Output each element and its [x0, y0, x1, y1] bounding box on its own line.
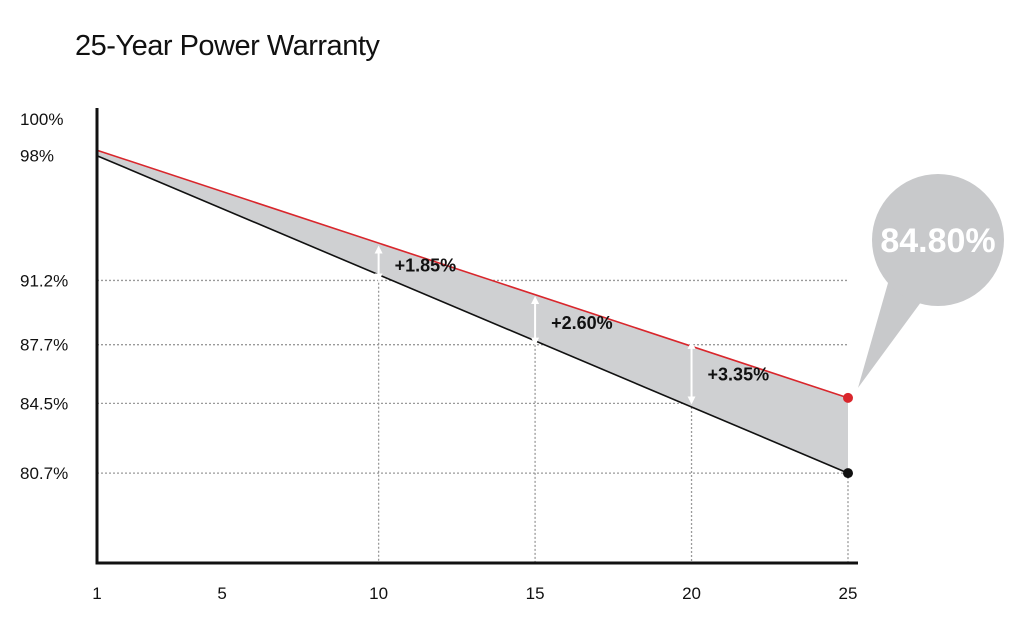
gain-annotations: +1.85% +2.60% +3.35%	[374, 245, 770, 405]
gain-label: +3.35%	[708, 365, 770, 385]
warranty-gain-area	[97, 150, 848, 474]
gain-area	[97, 150, 848, 474]
y-tick-label: 91.2%	[20, 271, 68, 290]
lower-end-point	[843, 468, 853, 479]
x-tick-label: 25	[839, 584, 858, 603]
axes: 100%98%91.2%87.7%84.5%80.7%1 5 10 15 20 25	[20, 108, 858, 603]
y-tick-label: 98%	[20, 147, 54, 166]
y-tick-label: 84.5%	[20, 394, 68, 413]
upper-end-point	[843, 392, 853, 403]
series-line-lower	[96, 154, 849, 474]
x-tick-label: 20	[682, 584, 701, 603]
callout-label: 84.80%	[880, 222, 995, 260]
y-tick-label: 87.7%	[20, 336, 68, 355]
end-points	[843, 392, 853, 479]
y-tick-label: 100%	[20, 110, 63, 129]
series-line-upper	[96, 149, 849, 399]
chart-title: 25-Year Power Warranty	[75, 30, 380, 62]
x-tick-label: 5	[217, 584, 226, 603]
callout-bubble	[872, 174, 1004, 306]
y-tick-label: 80.7%	[20, 464, 68, 483]
x-tick-label: 1	[92, 584, 101, 603]
x-tick-label: 15	[526, 584, 545, 603]
gain-label: +2.60%	[551, 313, 613, 333]
callout: 84.80%	[858, 174, 1004, 388]
x-tick-label: 10	[369, 584, 388, 603]
callout-pointer	[858, 276, 924, 388]
gain-label: +1.85%	[395, 255, 457, 275]
series-lines	[96, 149, 849, 474]
